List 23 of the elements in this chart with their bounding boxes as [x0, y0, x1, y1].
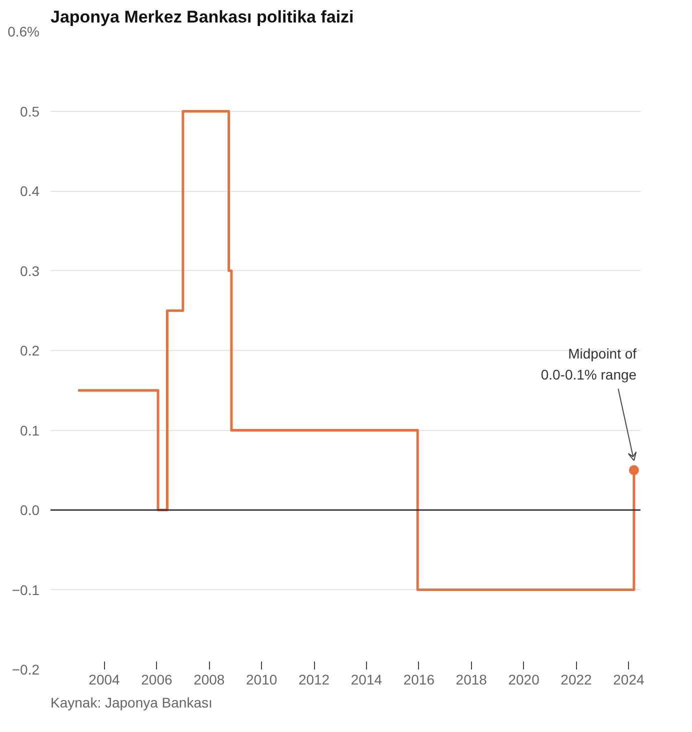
- y-tick-label: 0.2: [20, 342, 40, 358]
- text: Kaynak: Japonya Bankası: [50, 694, 212, 710]
- y-tick-label: −0.1: [12, 582, 40, 598]
- y-tick-label: 0.3: [20, 262, 40, 279]
- x-tick-label: 2020: [508, 672, 540, 688]
- x-tick-label: 2012: [298, 672, 330, 688]
- x-tick-label: 2010: [246, 672, 278, 688]
- y-tick-label: 0.0: [20, 502, 40, 518]
- y-tick-label: 0.5: [20, 103, 40, 120]
- y-tick-label: −0.2: [12, 662, 40, 678]
- x-tick-label: 2008: [194, 672, 225, 688]
- x-tick-label: 2018: [456, 672, 488, 688]
- x-tick-label: 2022: [560, 672, 592, 688]
- annotation: Midpoint of 0.0-0.1% range: [540, 346, 637, 382]
- x-tick-label: 2014: [350, 672, 382, 688]
- y-tick-label: 0.4: [20, 183, 40, 199]
- x-tick-label: 2006: [141, 672, 172, 688]
- x-tick-label: 2024: [613, 672, 644, 688]
- y-tick-label: 0.1: [20, 422, 40, 438]
- chart-title: Japonya Merkez Bankası politika faizi: [50, 8, 354, 26]
- x-tick-label: 2016: [403, 672, 435, 688]
- x-tick-label: 2004: [88, 672, 120, 688]
- y-tick-label: 0.6%: [8, 24, 40, 40]
